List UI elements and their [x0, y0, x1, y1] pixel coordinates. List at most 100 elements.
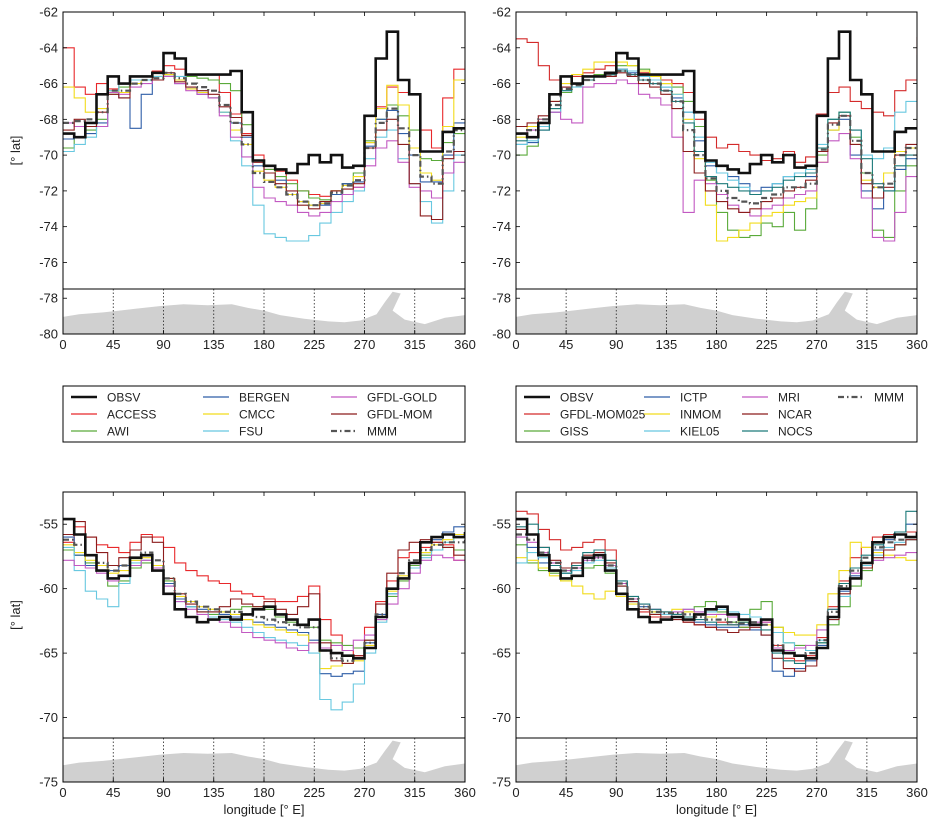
- antarctica-landmask: [63, 291, 465, 334]
- antarctica-landmask: [516, 291, 917, 334]
- legend-label-bergen: BERGEN: [239, 391, 290, 405]
- legend-label-nocs: NOCS: [778, 425, 813, 439]
- legend-frame: [515, 385, 918, 443]
- y-axis-label: [° lat]: [8, 136, 23, 166]
- legend-label-giss: GISS: [560, 425, 589, 439]
- legend-1: OBSV ACCESS AWI BERGEN CMCC FSU GFDL-GOLD GFDL-…: [62, 385, 466, 443]
- series-giss-line: [516, 534, 917, 652]
- series-obsv-line: [63, 30, 465, 175]
- series-kiel05-line: [516, 537, 917, 652]
- legend-2: OBSV GFDL-MOM025 GISS ICTP INMOM KIEL05 MRI NCA…: [515, 385, 918, 443]
- y-tick-label: -74: [39, 219, 58, 234]
- x-axis-label: longitude [° E]: [223, 802, 304, 817]
- series-ncar-line: [516, 528, 917, 672]
- legend-label-kiel05: KIEL05: [680, 425, 720, 439]
- y-tick-label: -74: [492, 219, 511, 234]
- x-tick-label: 45: [106, 785, 120, 800]
- x-tick-label: 315: [856, 337, 878, 352]
- series-gfdl-mom025-line: [516, 37, 917, 163]
- series-inmom-line: [516, 541, 917, 636]
- y-axis-label: [° lat]: [8, 600, 23, 630]
- series-lines: [516, 30, 917, 242]
- y-tick-label: -70: [492, 148, 511, 163]
- x-tick-label: 225: [756, 785, 778, 800]
- x-tick-label: 360: [906, 785, 928, 800]
- x-tick-label: 135: [656, 785, 678, 800]
- x-tick-label: 45: [559, 337, 573, 352]
- legend-frame: [62, 385, 466, 443]
- legend-label-fsu: FSU: [239, 425, 263, 439]
- x-tick-label: 315: [856, 785, 878, 800]
- x-tick-label: 360: [454, 785, 476, 800]
- series-bergen-line: [63, 524, 465, 677]
- series-nocs-line: [516, 70, 917, 196]
- x-tick-label: 315: [404, 785, 426, 800]
- series-mri-line: [516, 536, 917, 652]
- x-tick-label: 90: [609, 785, 623, 800]
- series-access-line: [63, 526, 465, 657]
- legend-label-gfdl-mom: GFDL-MOM: [367, 408, 432, 422]
- x-tick-label: 135: [203, 337, 225, 352]
- x-tick-label: 360: [906, 337, 928, 352]
- y-tick-label: -70: [39, 710, 58, 725]
- series-gfdl-gold-line: [63, 75, 465, 217]
- legend-label-awi: AWI: [107, 425, 129, 439]
- series-bergen-line: [63, 74, 465, 206]
- y-tick-label: -70: [39, 148, 58, 163]
- series-mmm-line: [63, 71, 465, 207]
- x-tick-label: 180: [706, 785, 728, 800]
- x-tick-label: 0: [512, 785, 519, 800]
- panel-1: 0 45 90 135 180 225 270 315 360 -80 -78 -76 -74 -72 -7…: [8, 5, 476, 353]
- x-tick-label: 90: [156, 785, 170, 800]
- series-obsv-line: [516, 30, 917, 175]
- x-tick-label: 0: [512, 337, 519, 352]
- y-tick-label: -60: [39, 581, 58, 596]
- legend-label-gfdl-mom025: GFDL-MOM025: [560, 408, 646, 422]
- y-tick-label: -66: [492, 76, 511, 91]
- legend-label-mmm: MMM: [367, 425, 397, 439]
- x-tick-label: 90: [609, 337, 623, 352]
- y-tick-label: -66: [39, 76, 58, 91]
- y-tick-label: -78: [492, 291, 511, 306]
- series-obsv-line: [516, 517, 917, 660]
- x-tick-label: 180: [253, 337, 275, 352]
- x-tick-label: 270: [806, 785, 828, 800]
- x-tick-label: 225: [756, 337, 778, 352]
- x-tick-label: 270: [806, 337, 828, 352]
- series-nocs-line: [516, 510, 917, 664]
- antarctica-landmask: [63, 740, 465, 782]
- y-tick-label: -72: [39, 183, 58, 198]
- panel-3: 0 45 90 135 180 225 270 315 360 -75 -70 -65 -60 -55 [°…: [8, 491, 476, 817]
- x-axis-label: longitude [° E]: [676, 802, 757, 817]
- x-tick-label: 225: [303, 785, 325, 800]
- legend-label-cmcc: CMCC: [239, 408, 275, 422]
- y-tick-label: -64: [39, 40, 58, 55]
- y-tick-label: -55: [492, 517, 511, 532]
- series-mmm-line: [516, 533, 917, 657]
- y-tick-label: -75: [39, 775, 58, 790]
- series-gfdl-mom-line: [63, 521, 465, 664]
- x-tick-label: 225: [303, 337, 325, 352]
- y-tick-label: -68: [39, 112, 58, 127]
- y-tick-label: -60: [492, 581, 511, 596]
- x-tick-label: 45: [559, 785, 573, 800]
- y-tick-label: -78: [39, 291, 58, 306]
- legend-label-mri: MRI: [778, 391, 800, 405]
- x-tick-label: 180: [253, 785, 275, 800]
- series-lines: [63, 30, 465, 242]
- y-tick-label: -55: [39, 517, 58, 532]
- x-tick-label: 90: [156, 337, 170, 352]
- y-tick-label: -65: [39, 646, 58, 661]
- legend-label-ictp: ICTP: [680, 391, 707, 405]
- panel-2: 0 45 90 135 180 225 270 315 360 -80 -78 -76 -74 -72 -7…: [492, 5, 928, 353]
- y-tick-label: -70: [492, 710, 511, 725]
- panel-4: 0 45 90 135 180 225 270 315 360 -75 -70 -65 -60 -55 lo…: [492, 491, 928, 817]
- y-tick-label: -62: [39, 5, 58, 20]
- x-tick-label: 315: [404, 337, 426, 352]
- series-obsv-line: [63, 517, 465, 660]
- series-ictp-line: [516, 521, 917, 677]
- legend-label-mmm: MMM: [874, 391, 904, 405]
- y-tick-label: -65: [492, 646, 511, 661]
- x-tick-label: 135: [203, 785, 225, 800]
- y-tick-label: -80: [39, 327, 58, 342]
